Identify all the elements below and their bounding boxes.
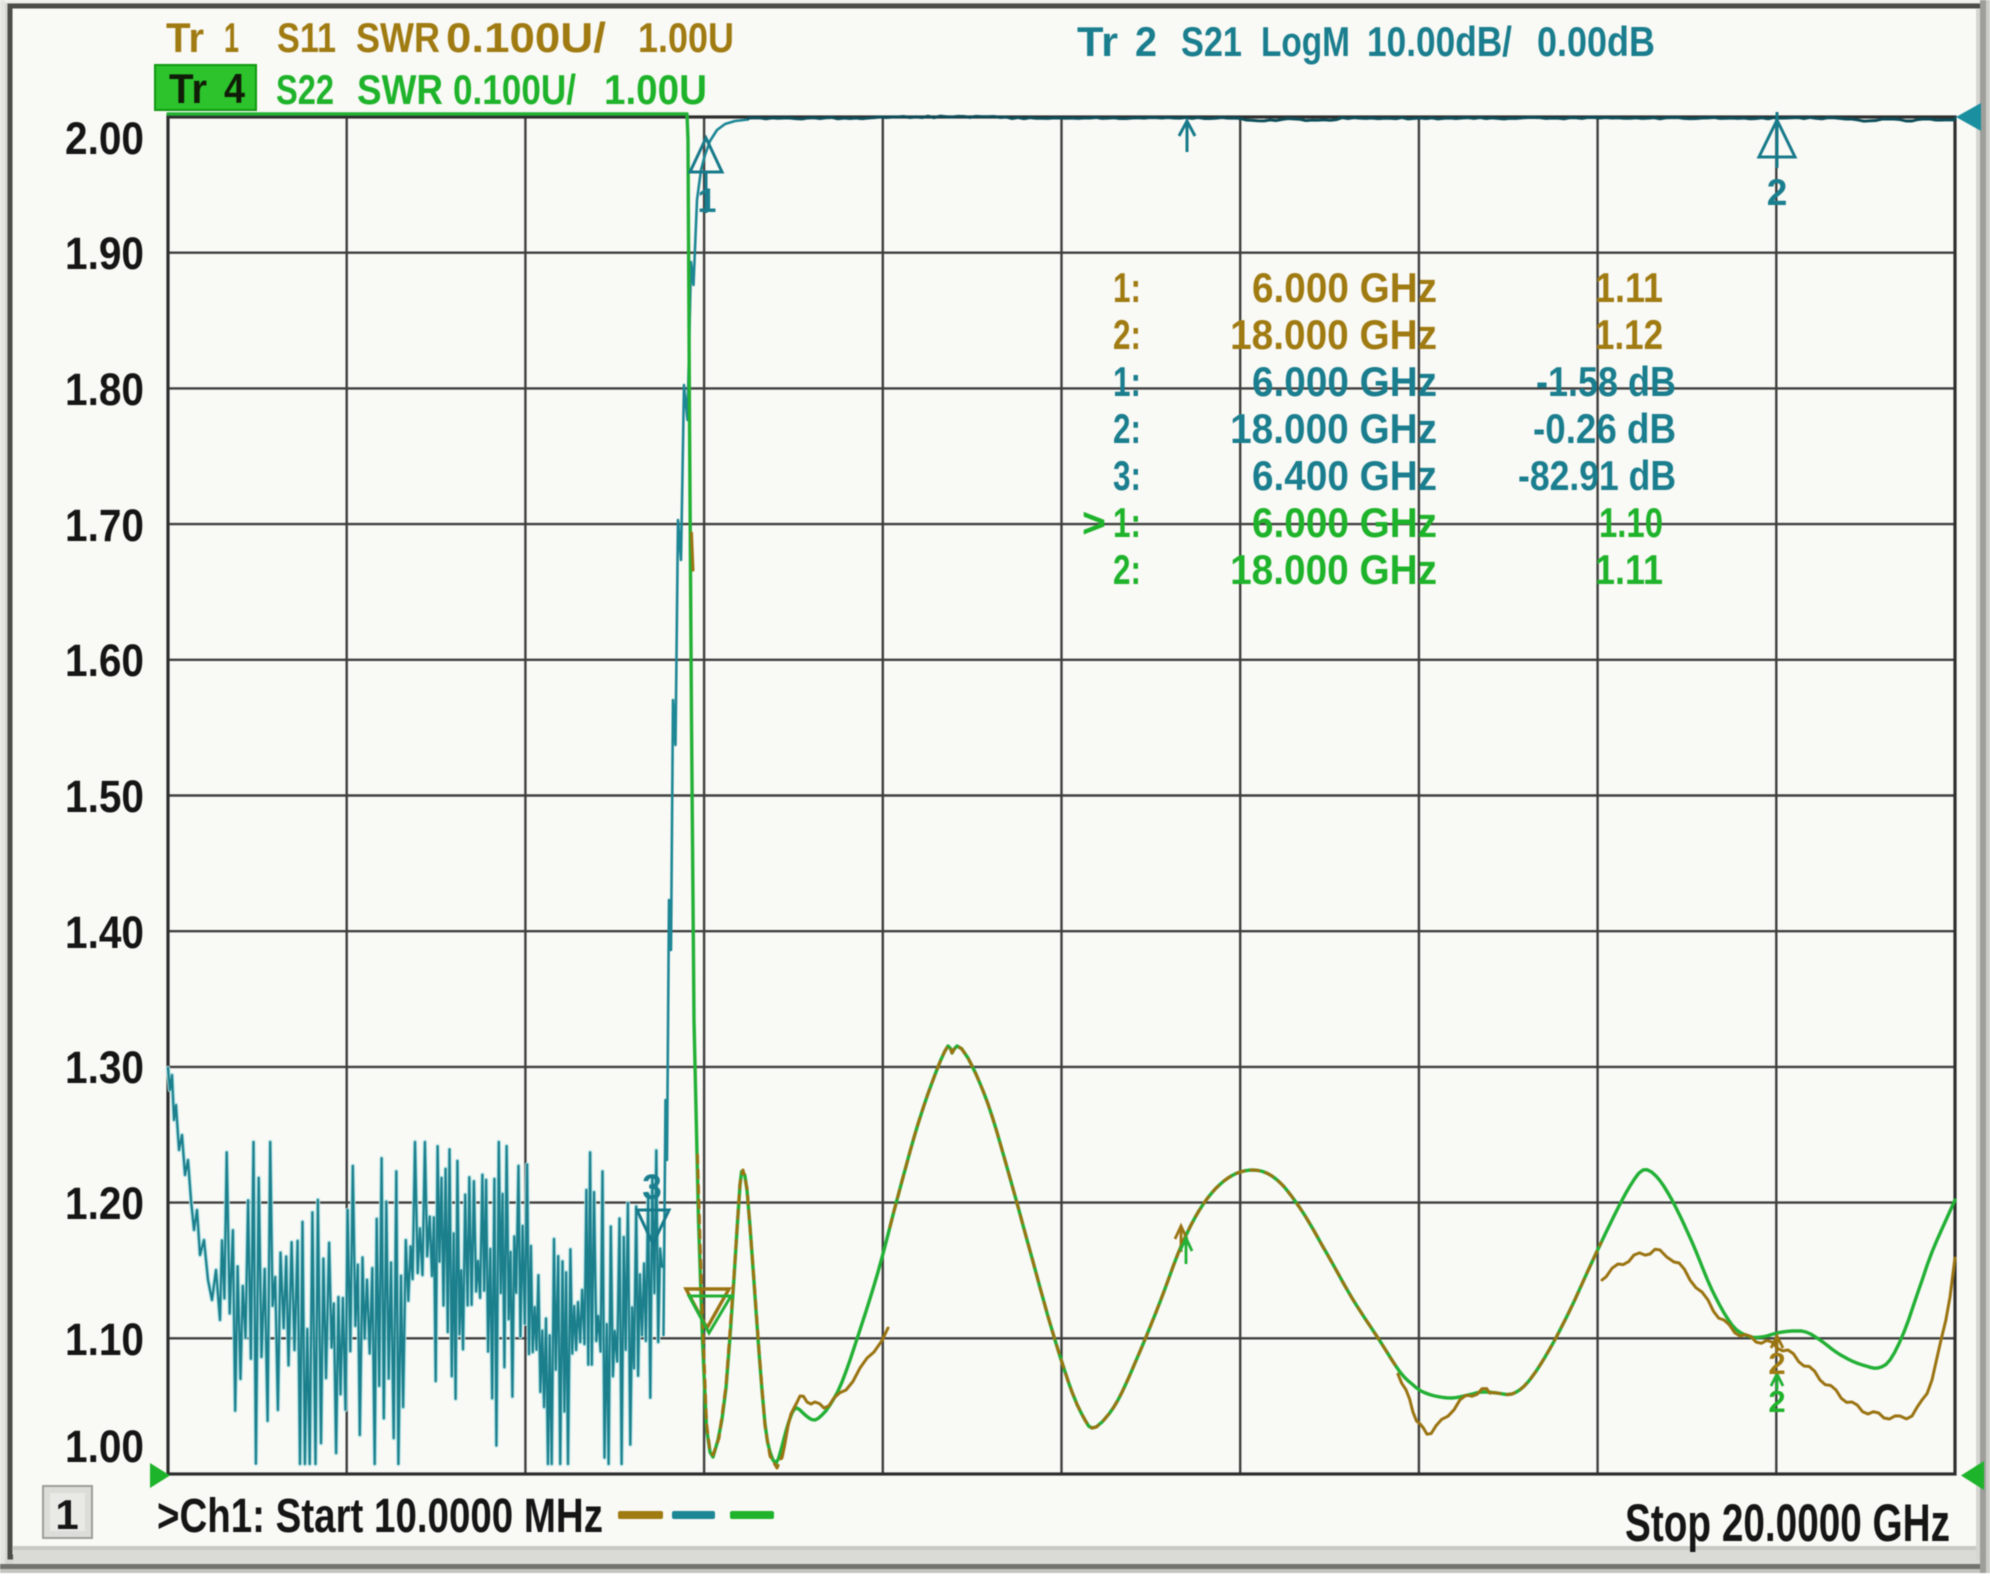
svg-text:>Ch1: Start 10.0000 MHz: >Ch1: Start 10.0000 MHz <box>157 1490 603 1543</box>
svg-text:1.40: 1.40 <box>65 908 144 958</box>
svg-text:Tr: Tr <box>166 14 204 61</box>
svg-text:1: 1 <box>698 182 717 220</box>
svg-text:Stop 20.0000 GHz: Stop 20.0000 GHz <box>1625 1493 1950 1552</box>
svg-text:1.11: 1.11 <box>1595 265 1663 311</box>
svg-text:1:: 1: <box>1113 264 1141 312</box>
svg-text:1.10: 1.10 <box>65 1315 144 1365</box>
svg-text:1.90: 1.90 <box>65 229 144 279</box>
svg-text:18.000 GHz: 18.000 GHz <box>1230 311 1437 359</box>
svg-text:S22: S22 <box>276 66 334 113</box>
svg-text:1:: 1: <box>1113 358 1141 406</box>
svg-text:1.20: 1.20 <box>65 1179 144 1229</box>
svg-text:1.80: 1.80 <box>65 365 144 415</box>
svg-text:1.50: 1.50 <box>65 772 144 822</box>
svg-text:2.00: 2.00 <box>65 114 144 164</box>
svg-text:3:: 3: <box>1113 452 1141 500</box>
svg-text:18.000 GHz: 18.000 GHz <box>1230 546 1437 594</box>
svg-text:1.00: 1.00 <box>65 1422 144 1472</box>
svg-text:S11: S11 <box>277 15 336 62</box>
svg-text:S21: S21 <box>1181 19 1242 66</box>
svg-text:>: > <box>1082 499 1106 547</box>
svg-text:1.11: 1.11 <box>1595 547 1663 593</box>
svg-text:0.100U/: 0.100U/ <box>446 15 606 62</box>
svg-text:1.10: 1.10 <box>1599 499 1663 546</box>
svg-text:10.00dB/: 10.00dB/ <box>1367 19 1512 66</box>
svg-text:0.00dB: 0.00dB <box>1537 19 1655 65</box>
svg-text:SWR: SWR <box>357 67 443 114</box>
svg-text:Tr: Tr <box>169 65 207 112</box>
svg-text:1.00U: 1.00U <box>638 15 734 61</box>
svg-text:1.00U: 1.00U <box>604 65 707 113</box>
svg-text:2: 2 <box>1768 1384 1785 1419</box>
svg-text:2:: 2: <box>1113 311 1141 359</box>
svg-text:-0.26 dB: -0.26 dB <box>1533 406 1676 453</box>
svg-text:LogM: LogM <box>1261 19 1350 65</box>
svg-text:2: 2 <box>1767 172 1788 213</box>
svg-text:2:: 2: <box>1113 546 1141 594</box>
svg-text:4: 4 <box>224 66 245 112</box>
svg-text:18.000 GHz: 18.000 GHz <box>1230 405 1437 453</box>
svg-text:1.70: 1.70 <box>65 501 144 551</box>
svg-text:2: 2 <box>1135 18 1157 65</box>
svg-text:1: 1 <box>224 15 239 61</box>
svg-text:6.000 GHz: 6.000 GHz <box>1252 499 1437 547</box>
svg-text:6.400 GHz: 6.400 GHz <box>1252 452 1437 500</box>
svg-text:1.30: 1.30 <box>65 1043 144 1093</box>
svg-text:1.60: 1.60 <box>65 636 144 686</box>
svg-text:-82.91 dB: -82.91 dB <box>1518 453 1676 499</box>
svg-text:6.000 GHz: 6.000 GHz <box>1252 264 1437 312</box>
svg-text:2:: 2: <box>1113 405 1141 453</box>
svg-text:1: 1 <box>55 1491 78 1538</box>
svg-text:6.000 GHz: 6.000 GHz <box>1252 358 1437 406</box>
svg-text:0.100U/: 0.100U/ <box>453 67 576 114</box>
svg-text:SWR: SWR <box>356 15 440 61</box>
svg-text:Tr: Tr <box>1077 19 1118 66</box>
svg-text:3: 3 <box>642 1168 661 1207</box>
svg-text:1:: 1: <box>1113 499 1141 547</box>
svg-text:2: 2 <box>1768 1346 1785 1381</box>
svg-text:-1.58 dB: -1.58 dB <box>1536 359 1676 405</box>
svg-text:1.12: 1.12 <box>1595 312 1663 359</box>
